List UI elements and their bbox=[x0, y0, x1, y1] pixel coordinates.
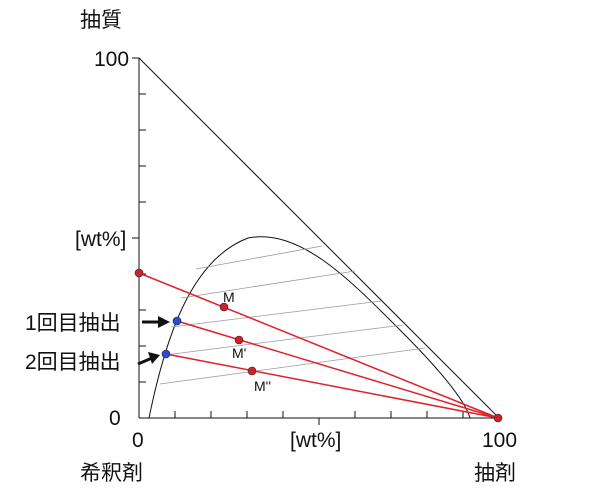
x-axis-zero-label: 0 bbox=[132, 429, 144, 452]
y-axis-ticks bbox=[132, 57, 146, 383]
x-axis-max-label: 100 bbox=[482, 429, 518, 452]
bottom-right-vertex-label: 抽剤 bbox=[474, 462, 516, 485]
raffinate-point-1 bbox=[172, 316, 182, 326]
x-axis-ticks bbox=[174, 411, 464, 425]
second-extraction-label: 2回目抽出 bbox=[25, 351, 121, 374]
bottom-left-vertex-label: 希釈剤 bbox=[80, 462, 143, 485]
arrow-second-extraction bbox=[137, 352, 160, 366]
solvent-point bbox=[493, 413, 503, 423]
top-vertex-label: 抽質 bbox=[80, 9, 122, 32]
y-axis-max-label: 100 bbox=[94, 48, 130, 71]
mixing-lines bbox=[138, 272, 499, 419]
x-axis-unit-label: [wt%] bbox=[290, 429, 342, 452]
y-axis-unit-label: [wt%] bbox=[75, 228, 127, 251]
point-m-double-prime-label: M'' bbox=[254, 378, 272, 394]
point-m-prime-label: M' bbox=[232, 345, 247, 361]
arrow-first-extraction bbox=[142, 316, 170, 328]
raffinate-point-2 bbox=[161, 349, 171, 359]
y-axis-zero-label: 0 bbox=[109, 407, 121, 430]
first-extraction-label: 1回目抽出 bbox=[25, 312, 121, 335]
tie-lines bbox=[159, 245, 426, 385]
point-m-label: M bbox=[223, 289, 235, 305]
feed-point bbox=[134, 268, 144, 278]
hypotenuse bbox=[138, 57, 500, 419]
point-m-prime bbox=[234, 335, 244, 345]
point-m-double-prime bbox=[247, 366, 257, 376]
point-m bbox=[219, 302, 229, 312]
